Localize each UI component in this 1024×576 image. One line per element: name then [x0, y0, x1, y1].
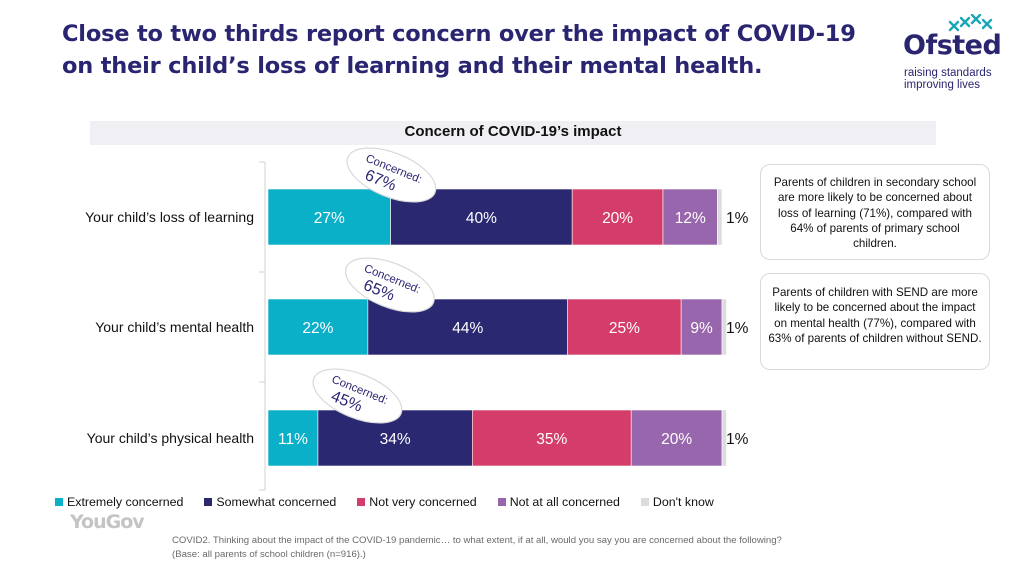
page-title: Close to two thirds report concern over … [62, 18, 902, 82]
category-label: Your child’s mental health [95, 319, 254, 335]
note-secondary-school: Parents of children in secondary school … [760, 164, 990, 260]
legend-item-not-at-all-concerned: Not at all concerned [497, 495, 620, 509]
legend-label: Somewhat concerned [216, 495, 337, 509]
legend-swatch [640, 498, 649, 506]
bar-not-very-concerned [567, 298, 682, 356]
data-label: 1% [726, 431, 749, 448]
legend-swatch [204, 498, 213, 506]
data-label: 44% [452, 320, 483, 337]
legend-label: Extremely concerned [67, 495, 184, 509]
bar-don-t-know [721, 298, 727, 356]
logo-wordmark: Ofsted [903, 30, 1002, 61]
legend-swatch [357, 498, 366, 506]
logo-tagline-line-2: improving lives [904, 79, 981, 91]
data-label: 1% [726, 320, 749, 337]
callout-bubble [346, 147, 437, 203]
legend-item-don-t-know: Don't know [640, 495, 714, 509]
concerned-callout: Concerned:45% [312, 368, 403, 424]
bar-don-t-know [717, 188, 723, 246]
bar-not-at-all-concerned [630, 409, 723, 467]
logo-tagline-line-1: raising standards [904, 67, 992, 79]
ofsted-logo: Ofsted raising standards improving lives [900, 14, 1002, 96]
chart-legend: Extremely concerned Somewhat concerned Not… [55, 495, 735, 509]
logo-tagline: raising standards improving lives [904, 67, 992, 91]
footnote: COVID2. Thinking about the impact of the… [172, 534, 782, 562]
legend-item-somewhat-concerned: Somewhat concerned [204, 495, 336, 509]
data-label: 27% [314, 210, 345, 227]
note-send: Parents of children with SEND are more l… [760, 273, 990, 370]
bar-extremely-concerned [267, 409, 319, 467]
data-label: 25% [609, 320, 640, 337]
title-line-1: Close to two thirds report concern over … [62, 21, 856, 47]
concerned-callout: Concerned:65% [344, 257, 435, 313]
legend-item-not-very-concerned: Not very concerned [357, 495, 477, 509]
callout-bubble [344, 257, 435, 313]
bar-not-at-all-concerned [662, 188, 718, 246]
data-label: 9% [690, 320, 713, 337]
data-label: 1% [726, 210, 749, 227]
data-label: 20% [661, 431, 692, 448]
footnote-base: (Base: all parents of school children (n… [172, 549, 366, 560]
bar-not-at-all-concerned [680, 298, 723, 356]
chart-title-band [90, 121, 936, 145]
data-label: 11% [278, 431, 308, 448]
data-label: 34% [380, 431, 411, 448]
legend-item-extremely-concerned: Extremely concerned [55, 495, 183, 509]
legend-label: Don't know [652, 495, 714, 509]
legend-label: Not at all concerned [509, 495, 620, 509]
concerned-callout: Concerned:67% [346, 147, 437, 203]
data-label: 35% [536, 431, 567, 448]
stars-icon [948, 14, 993, 32]
category-label: Your child’s physical health [87, 430, 254, 446]
chart-title: Concern of COVID-19’s impact [404, 123, 622, 140]
yougov-logo: YouGov [70, 511, 145, 533]
data-label: 12% [675, 210, 706, 227]
bar-extremely-concerned [267, 188, 391, 246]
legend-label: Not very concerned [369, 495, 477, 509]
legend-swatch [497, 498, 506, 506]
data-label: 40% [466, 210, 497, 227]
title-line-2: on their child’s loss of learning and th… [62, 53, 763, 79]
category-label: Your child’s loss of learning [85, 209, 254, 225]
data-label: 22% [302, 320, 333, 337]
bar-don-t-know [721, 409, 727, 467]
data-label: 20% [602, 210, 633, 227]
callout-bubble [312, 368, 403, 424]
bar-not-very-concerned [571, 188, 664, 246]
bar-extremely-concerned [267, 298, 369, 356]
legend-swatch [55, 498, 63, 506]
footnote-question: COVID2. Thinking about the impact of the… [172, 535, 782, 546]
bar-not-very-concerned [471, 409, 632, 467]
